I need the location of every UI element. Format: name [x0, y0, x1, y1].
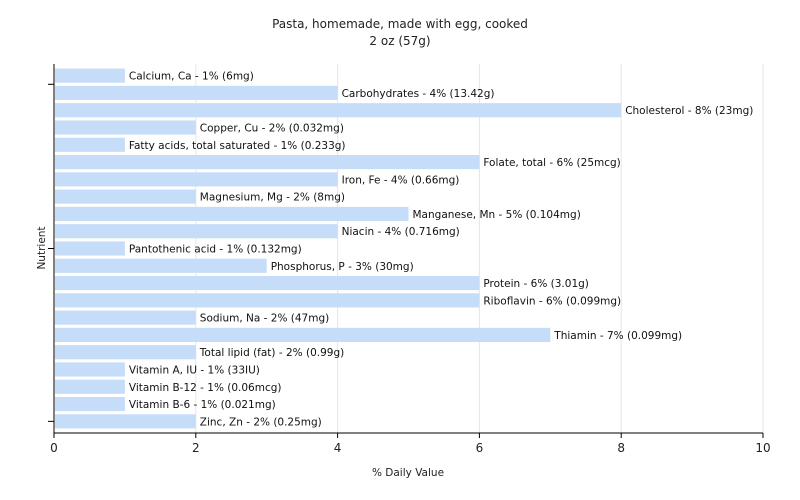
- bar-vitamin-a-iu: [55, 362, 125, 377]
- bar-iron-fe: [55, 172, 338, 187]
- bar-label: Riboflavin - 6% (0.099mg): [483, 295, 621, 307]
- bar-magnesium-mg: [55, 189, 196, 204]
- bar-label: Carbohydrates - 4% (13.42g): [342, 88, 495, 100]
- bar-label: Fatty acids, total saturated - 1% (0.233…: [129, 140, 346, 152]
- bars: [55, 68, 622, 429]
- bar-label: Vitamin A, IU - 1% (33IU): [129, 365, 260, 377]
- chart-subtitle: 2 oz (57g): [369, 34, 430, 48]
- axes: 0 2 4 6 8 10: [48, 64, 771, 455]
- bar-copper-cu: [55, 120, 196, 135]
- x-tick-label: 10: [755, 441, 770, 455]
- x-tick-label: 2: [192, 441, 200, 455]
- bar-riboflavin: [55, 293, 480, 308]
- bar-label: Copper, Cu - 2% (0.032mg): [200, 123, 344, 135]
- bar-phosphorus-p: [55, 258, 267, 273]
- bar-label: Magnesium, Mg - 2% (8mg): [200, 192, 345, 204]
- bar-vitamin-b-6: [55, 396, 125, 412]
- y-axis-label: Nutrient: [36, 226, 48, 269]
- bar-label: Calcium, Ca - 1% (6mg): [129, 71, 254, 83]
- bar-label: Pantothenic acid - 1% (0.132mg): [129, 244, 302, 256]
- bar-calcium-ca: [55, 68, 125, 83]
- x-axis-label: % Daily Value: [372, 467, 444, 479]
- bar-cholesterol: [55, 103, 622, 118]
- bar-pantothenic-acid: [55, 241, 125, 256]
- x-tick-label: 6: [476, 441, 484, 455]
- bar-manganese-mn: [55, 206, 409, 222]
- bar-label: Niacin - 4% (0.716mg): [342, 226, 460, 238]
- bar-label: Sodium, Na - 2% (47mg): [200, 313, 329, 325]
- x-tick-label: 8: [617, 441, 625, 455]
- bar-label: Vitamin B-6 - 1% (0.021mg): [129, 399, 276, 411]
- bar-fatty-acids-total-saturated: [55, 137, 125, 152]
- bar-label: Folate, total - 6% (25mcg): [483, 157, 620, 169]
- bar-sodium-na: [55, 310, 196, 325]
- bar-label: Manganese, Mn - 5% (0.104mg): [413, 209, 581, 221]
- bar-total-lipid-fat: [55, 345, 196, 360]
- bar-niacin: [55, 224, 338, 239]
- bar-label: Thiamin - 7% (0.099mg): [553, 330, 682, 342]
- bar-thiamin: [55, 327, 551, 343]
- bar-label: Total lipid (fat) - 2% (0.99g): [199, 347, 344, 359]
- bar-folate-total: [55, 154, 480, 170]
- x-tick-label: 4: [334, 441, 342, 455]
- bar-vitamin-b-12: [55, 379, 125, 394]
- bar-carbohydrates: [55, 85, 338, 101]
- bar-label: Iron, Fe - 4% (0.66mg): [342, 174, 460, 186]
- bar-labels: Calcium, Ca - 1% (6mg) Carbohydrates - 4%…: [129, 71, 753, 429]
- bar-label: Protein - 6% (3.01g): [483, 278, 589, 290]
- bar-label: Cholesterol - 8% (23mg): [625, 105, 753, 117]
- bar-label: Phosphorus, P - 3% (30mg): [271, 261, 414, 273]
- chart-title: Pasta, homemade, made with egg, cooked: [272, 17, 528, 31]
- bar-protein: [55, 275, 480, 291]
- bar-label: Zinc, Zn - 2% (0.25mg): [200, 416, 322, 428]
- x-tick-label: 0: [50, 441, 58, 455]
- bar-zinc-zn: [55, 414, 196, 429]
- bar-label: Vitamin B-12 - 1% (0.06mcg): [129, 382, 282, 394]
